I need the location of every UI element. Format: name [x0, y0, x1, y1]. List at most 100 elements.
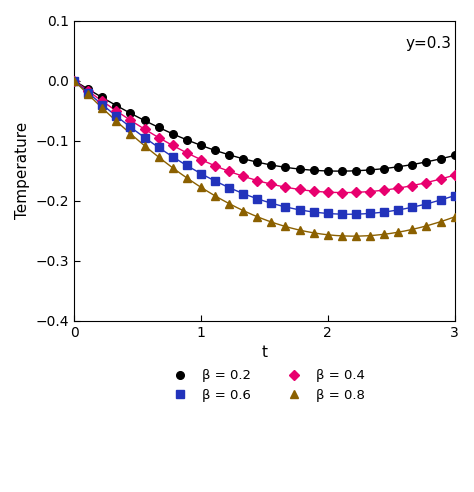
β = 0.8: [100, 105, 105, 111]
β = 0.8: [269, 219, 274, 225]
β = 0.8: [452, 214, 457, 220]
β = 0.8: [156, 154, 162, 160]
β = 0.2: [438, 156, 443, 162]
β = 0.6: [142, 135, 147, 141]
β = 0.4: [142, 126, 147, 132]
Legend: β = 0.2, β = 0.6, β = 0.4, β = 0.8: β = 0.2, β = 0.6, β = 0.4, β = 0.8: [164, 369, 365, 402]
β = 0.6: [339, 211, 345, 217]
β = 0.2: [113, 102, 119, 108]
β = 0.4: [212, 163, 218, 169]
β = 0.2: [255, 159, 260, 165]
Text: y=0.3: y=0.3: [405, 35, 451, 51]
β = 0.6: [128, 124, 133, 130]
β = 0.4: [353, 189, 359, 195]
β = 0.6: [283, 204, 288, 210]
β = 0.2: [226, 152, 232, 158]
β = 0.8: [71, 78, 77, 84]
β = 0.8: [128, 131, 133, 137]
X-axis label: t: t: [261, 345, 267, 360]
β = 0.6: [85, 90, 91, 96]
β = 0.6: [311, 209, 317, 215]
β = 0.2: [367, 167, 373, 173]
β = 0.6: [367, 211, 373, 216]
β = 0.4: [325, 189, 330, 195]
β = 0.8: [170, 165, 175, 171]
β = 0.4: [255, 178, 260, 184]
β = 0.8: [438, 219, 443, 225]
β = 0.8: [381, 231, 387, 237]
β = 0.8: [198, 184, 204, 190]
β = 0.4: [156, 135, 162, 141]
β = 0.2: [339, 168, 345, 174]
β = 0.4: [128, 117, 133, 123]
β = 0.2: [156, 124, 162, 130]
β = 0.2: [142, 118, 147, 123]
β = 0.8: [184, 175, 190, 181]
β = 0.2: [71, 78, 77, 84]
β = 0.4: [339, 189, 345, 195]
β = 0.4: [410, 183, 415, 188]
β = 0.6: [424, 201, 429, 207]
β = 0.4: [100, 98, 105, 104]
β = 0.4: [452, 172, 457, 178]
β = 0.2: [283, 164, 288, 170]
β = 0.8: [325, 232, 330, 238]
β = 0.6: [184, 162, 190, 168]
β = 0.8: [424, 223, 429, 229]
β = 0.8: [297, 227, 302, 233]
β = 0.4: [226, 168, 232, 174]
β = 0.2: [198, 142, 204, 148]
β = 0.8: [353, 233, 359, 239]
β = 0.8: [240, 208, 246, 214]
β = 0.6: [113, 113, 119, 119]
β = 0.4: [395, 185, 401, 191]
β = 0.2: [100, 94, 105, 100]
β = 0.4: [381, 187, 387, 193]
β = 0.6: [353, 211, 359, 217]
β = 0.8: [226, 201, 232, 207]
β = 0.2: [353, 168, 359, 174]
β = 0.2: [297, 166, 302, 172]
β = 0.6: [170, 154, 175, 160]
Line: β = 0.2: β = 0.2: [70, 77, 458, 175]
β = 0.6: [240, 190, 246, 196]
Y-axis label: Temperature: Temperature: [15, 122, 30, 219]
β = 0.8: [113, 118, 119, 124]
Line: β = 0.4: β = 0.4: [71, 77, 458, 196]
β = 0.4: [85, 88, 91, 94]
β = 0.2: [395, 164, 401, 170]
Line: β = 0.8: β = 0.8: [70, 76, 459, 240]
β = 0.2: [240, 156, 246, 162]
β = 0.6: [100, 102, 105, 108]
β = 0.4: [424, 180, 429, 185]
β = 0.6: [269, 200, 274, 206]
β = 0.2: [424, 159, 429, 165]
β = 0.6: [255, 196, 260, 202]
β = 0.4: [297, 186, 302, 192]
β = 0.6: [438, 197, 443, 203]
β = 0.8: [339, 233, 345, 239]
β = 0.8: [283, 223, 288, 229]
β = 0.6: [71, 78, 77, 84]
β = 0.4: [240, 173, 246, 179]
β = 0.6: [156, 145, 162, 151]
β = 0.2: [410, 161, 415, 167]
β = 0.2: [452, 153, 457, 158]
β = 0.8: [367, 233, 373, 239]
β = 0.8: [212, 193, 218, 199]
β = 0.6: [297, 207, 302, 213]
β = 0.6: [381, 209, 387, 215]
β = 0.8: [85, 92, 91, 97]
β = 0.2: [85, 86, 91, 92]
β = 0.2: [325, 168, 330, 174]
β = 0.8: [142, 143, 147, 149]
β = 0.2: [184, 137, 190, 143]
β = 0.2: [381, 166, 387, 172]
β = 0.6: [410, 204, 415, 210]
β = 0.2: [128, 110, 133, 116]
β = 0.8: [410, 226, 415, 232]
β = 0.8: [395, 229, 401, 235]
β = 0.4: [113, 108, 119, 114]
β = 0.4: [311, 188, 317, 194]
β = 0.4: [170, 143, 175, 149]
